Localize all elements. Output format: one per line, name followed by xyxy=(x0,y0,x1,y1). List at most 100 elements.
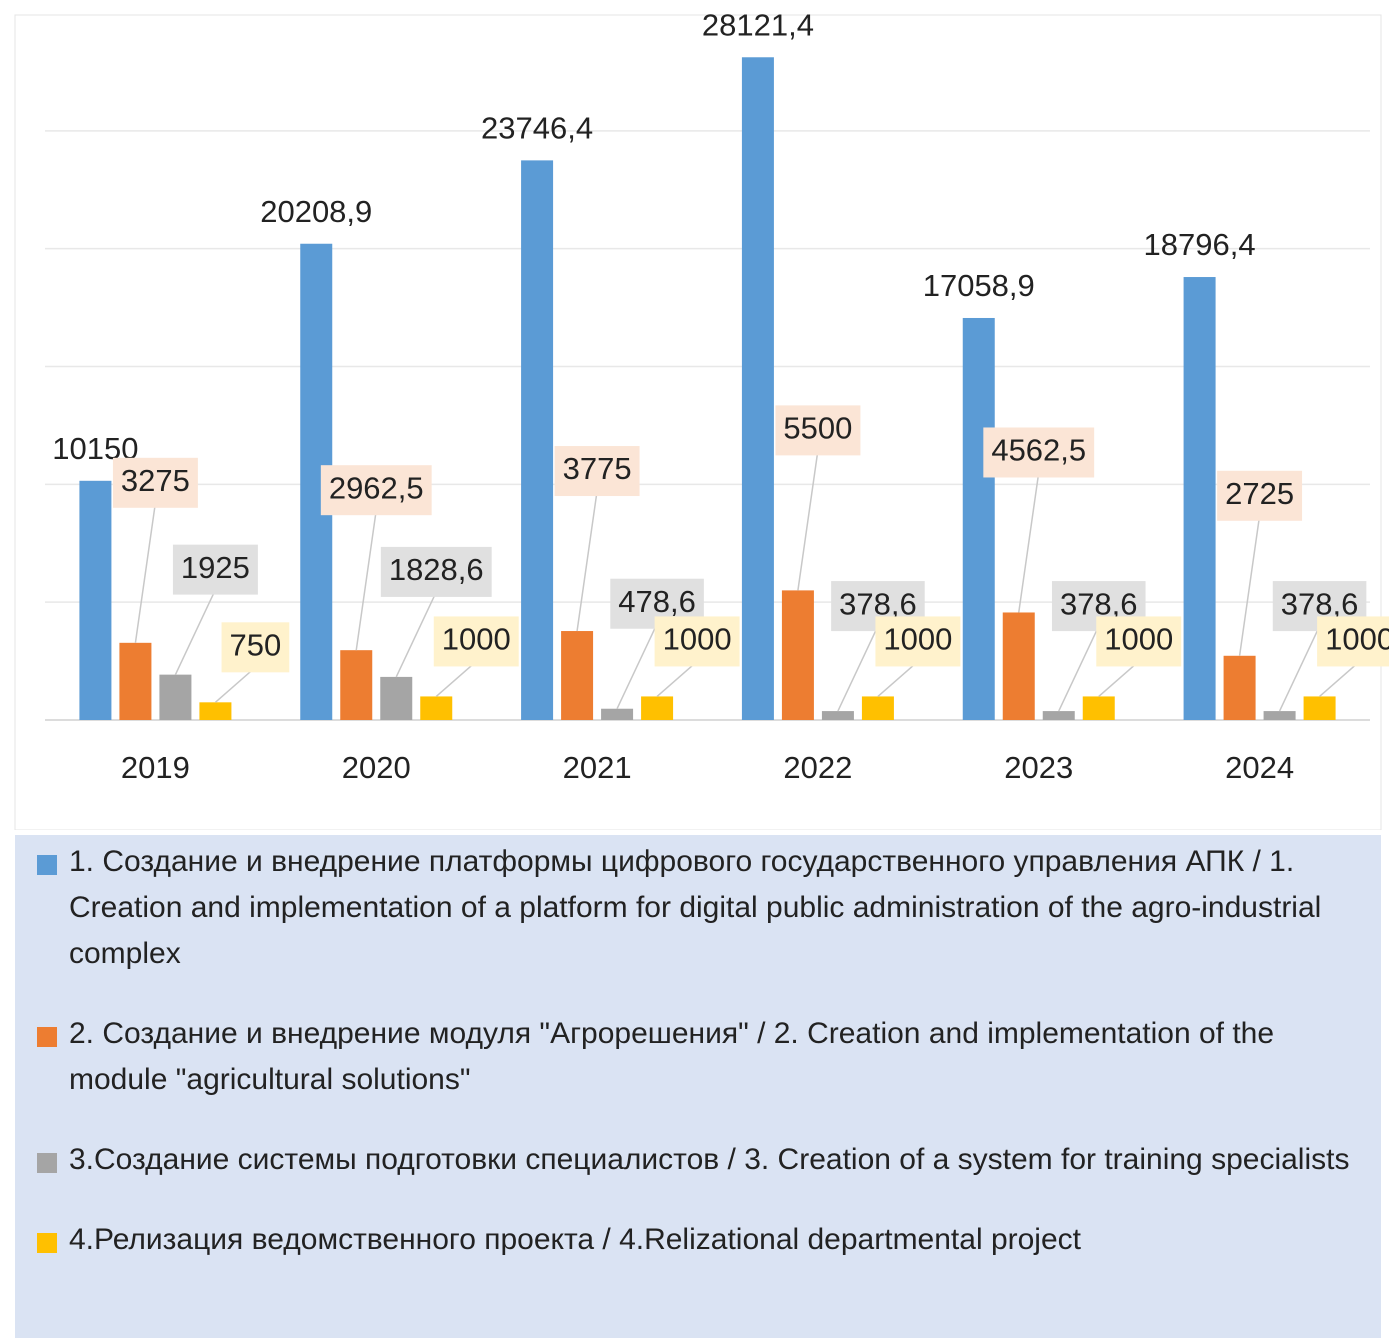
data-label-group: 2962,5 xyxy=(320,465,432,651)
data-label: 1000 xyxy=(663,622,732,657)
bar xyxy=(79,480,112,720)
data-label-box xyxy=(221,622,290,673)
data-label-group: 28121,4 xyxy=(702,7,814,42)
data-label-group: 1000 xyxy=(1317,616,1389,697)
data-label: 378,6 xyxy=(1281,586,1359,621)
data-label-group: 20208,9 xyxy=(260,194,372,229)
bar xyxy=(521,160,554,720)
x-tick-label: 2019 xyxy=(121,750,190,785)
bar xyxy=(199,702,232,720)
data-label-box xyxy=(654,616,740,667)
leader-line xyxy=(616,623,658,710)
data-label: 1925 xyxy=(181,550,250,585)
leader-line xyxy=(214,666,256,703)
x-tick-label: 2020 xyxy=(342,750,411,785)
leader-line xyxy=(1098,660,1140,697)
legend-item: 3.Создание системы подготовки специалист… xyxy=(37,1137,1371,1183)
x-tick-label: 2021 xyxy=(563,750,632,785)
leader-line xyxy=(174,589,217,675)
data-label: 28121,4 xyxy=(702,7,814,42)
bar xyxy=(1002,612,1035,720)
legend-item: 4.Релизация ведомственного проекта / 4.R… xyxy=(37,1217,1371,1263)
data-label-box xyxy=(554,446,640,497)
bar xyxy=(1303,696,1336,720)
legend-marker xyxy=(37,1153,57,1173)
data-label-group: 1000 xyxy=(1096,616,1182,697)
x-tick-label: 2022 xyxy=(783,750,852,785)
x-tick-label: 2023 xyxy=(1004,750,1073,785)
leader-line xyxy=(656,660,698,697)
data-label: 1000 xyxy=(1104,622,1173,657)
data-label: 1000 xyxy=(1325,622,1389,657)
bar xyxy=(1082,696,1115,720)
bar xyxy=(561,631,594,720)
data-label-box xyxy=(983,427,1095,478)
bar xyxy=(641,696,674,720)
bar xyxy=(340,650,373,720)
data-label-group: 1000 xyxy=(654,616,740,697)
data-label: 378,6 xyxy=(1060,586,1138,621)
data-label: 5500 xyxy=(783,411,852,446)
legend-marker xyxy=(37,1027,57,1047)
data-label-box xyxy=(775,405,861,456)
data-label: 18796,4 xyxy=(1144,227,1256,262)
data-label-group: 1000 xyxy=(875,616,961,697)
bar xyxy=(861,696,894,720)
leader-line xyxy=(1319,660,1361,697)
leader-line xyxy=(1018,472,1040,613)
data-label-box xyxy=(1096,616,1182,667)
data-label: 1000 xyxy=(883,622,952,657)
data-label: 1000 xyxy=(442,622,511,657)
leader-line xyxy=(1278,625,1321,712)
legend-item: 1. Создание и внедрение платформы цифров… xyxy=(37,839,1371,977)
bar xyxy=(1263,711,1296,720)
frame xyxy=(14,14,1382,830)
data-label-group: 17058,9 xyxy=(923,268,1035,303)
data-label-box xyxy=(1317,616,1389,667)
data-label: 750 xyxy=(230,628,282,663)
bar xyxy=(962,317,995,720)
leader-line xyxy=(435,660,477,697)
data-label: 378,6 xyxy=(839,586,917,621)
data-label-group: 3275 xyxy=(112,457,198,643)
leader-line xyxy=(1058,625,1100,712)
data-label-group: 1000 xyxy=(433,616,519,697)
data-label-group: 2725 xyxy=(1217,470,1303,656)
legend-label: 3.Создание системы подготовки специалист… xyxy=(69,1143,1350,1176)
data-label-box xyxy=(433,616,519,667)
data-label: 2725 xyxy=(1225,476,1294,511)
plot: 2019 2020 2021 2022 2023 20241015032751925750… xyxy=(14,7,1389,830)
data-label-group: 5500 xyxy=(775,405,861,591)
bar xyxy=(741,57,774,720)
data-label-group: 1828,6 xyxy=(380,546,492,678)
x-tick-label: 2024 xyxy=(1225,750,1294,785)
leader-line xyxy=(395,591,437,678)
legend-marker xyxy=(37,855,57,875)
data-label: 4562,5 xyxy=(991,433,1086,468)
data-label: 478,6 xyxy=(618,584,696,619)
legend-marker xyxy=(37,1233,57,1253)
data-label-group: 4562,5 xyxy=(983,427,1095,613)
legend-label: 1. Создание и внедрение платформы цифров… xyxy=(69,845,1322,970)
data-label-group: 23746,4 xyxy=(481,111,593,146)
data-label: 3275 xyxy=(121,463,190,498)
legend-item: 2. Создание и внедрение модуля "Агрореше… xyxy=(37,1011,1371,1103)
data-label-box xyxy=(320,465,432,516)
bar xyxy=(420,696,453,720)
leader-line xyxy=(1238,515,1261,656)
bar xyxy=(1223,655,1256,720)
bar xyxy=(1042,711,1075,720)
bar xyxy=(119,642,152,720)
leader-line xyxy=(837,625,879,712)
leader-line xyxy=(355,510,377,651)
data-label-box xyxy=(172,544,258,595)
leader-line xyxy=(134,502,157,643)
leader-line xyxy=(877,660,919,697)
bar xyxy=(1183,277,1216,720)
data-label: 23746,4 xyxy=(481,111,593,146)
legend-label: 2. Создание и внедрение модуля "Агрореше… xyxy=(69,1017,1275,1096)
bar xyxy=(159,674,192,720)
data-label-group: 3775 xyxy=(554,446,640,632)
legend: 1. Создание и внедрение платформы цифров… xyxy=(15,835,1381,1338)
